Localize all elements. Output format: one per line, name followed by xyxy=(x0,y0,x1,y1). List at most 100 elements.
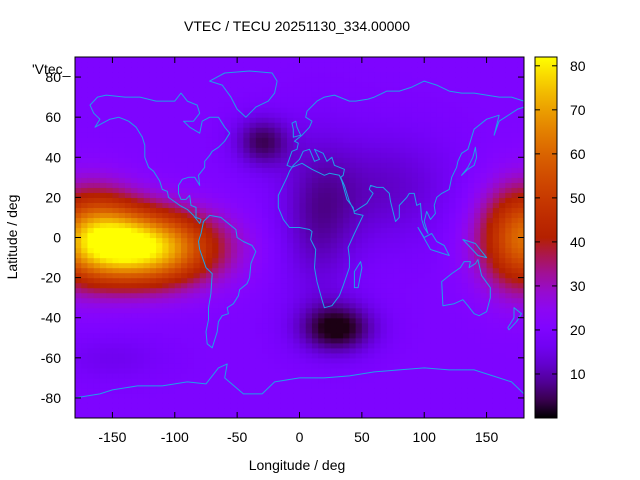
heatmap-cell xyxy=(455,177,463,183)
heatmap-cell xyxy=(480,82,488,88)
heatmap-cell xyxy=(405,222,413,229)
heatmap-cell xyxy=(455,127,463,133)
heatmap-cell xyxy=(311,117,319,123)
heatmap-cell xyxy=(156,137,163,143)
heatmap-cell xyxy=(81,212,89,219)
heatmap-cell xyxy=(199,317,207,324)
heatmap-cell xyxy=(349,302,357,309)
heatmap-cell xyxy=(374,407,382,414)
heatmap-cell xyxy=(499,92,506,98)
heatmap-cell xyxy=(305,167,313,173)
heatmap-cell xyxy=(280,152,288,158)
heatmap-cell xyxy=(193,342,201,349)
heatmap-cell xyxy=(492,342,500,349)
heatmap-cell xyxy=(474,292,481,299)
heatmap-cell xyxy=(75,157,82,163)
heatmap-cell xyxy=(480,242,488,249)
heatmap-cell xyxy=(417,317,425,324)
heatmap-cell xyxy=(181,267,188,274)
heatmap-cell xyxy=(99,387,107,394)
heatmap-cell xyxy=(262,252,269,259)
heatmap-cell xyxy=(156,97,163,103)
heatmap-cell xyxy=(386,357,394,364)
heatmap-cell xyxy=(399,162,407,168)
heatmap-cell xyxy=(187,127,195,133)
heatmap-cell xyxy=(237,202,244,209)
heatmap-cell xyxy=(118,312,126,319)
heatmap-cell xyxy=(162,102,170,108)
heatmap-cell xyxy=(492,312,500,319)
heatmap-cell xyxy=(205,322,213,329)
heatmap-cell xyxy=(492,112,500,118)
heatmap-cell xyxy=(187,352,195,359)
heatmap-cell xyxy=(75,372,82,379)
heatmap-cell xyxy=(81,152,89,158)
heatmap-cell xyxy=(305,282,313,289)
heatmap-cell xyxy=(343,257,350,264)
heatmap-cell xyxy=(449,262,457,269)
heatmap-cell xyxy=(411,132,419,138)
heatmap-cell xyxy=(230,147,238,153)
heatmap-cell xyxy=(218,232,226,239)
heatmap-cell xyxy=(255,372,263,379)
heatmap-cell xyxy=(417,337,425,344)
heatmap-cell xyxy=(143,127,151,133)
heatmap-cell xyxy=(461,197,469,203)
heatmap-cell xyxy=(93,377,101,384)
heatmap-cell xyxy=(492,332,500,339)
heatmap-cell xyxy=(255,332,263,339)
heatmap-cell xyxy=(137,117,145,123)
heatmap-cell xyxy=(112,272,120,279)
heatmap-cell xyxy=(405,187,413,193)
heatmap-cell xyxy=(143,172,151,178)
heatmap-cell xyxy=(449,167,457,173)
heatmap-cell xyxy=(193,297,201,304)
heatmap-cell xyxy=(318,382,326,389)
heatmap-cell xyxy=(243,327,251,334)
heatmap-cell xyxy=(411,142,419,148)
heatmap-cell xyxy=(424,407,432,414)
heatmap-cell xyxy=(205,382,213,389)
heatmap-cell xyxy=(386,87,394,93)
heatmap-cell xyxy=(174,117,182,123)
heatmap-cell xyxy=(280,297,288,304)
heatmap-cell xyxy=(193,302,201,309)
heatmap-cell xyxy=(499,167,506,173)
heatmap-cell xyxy=(181,307,188,314)
heatmap-cell xyxy=(361,57,369,63)
heatmap-cell xyxy=(193,287,201,294)
heatmap-cell xyxy=(124,97,132,103)
heatmap-cell xyxy=(430,377,438,384)
heatmap-cell xyxy=(380,217,388,224)
heatmap-cell xyxy=(181,397,188,404)
heatmap-cell xyxy=(262,357,269,364)
heatmap-cell xyxy=(393,372,400,379)
heatmap-cell xyxy=(318,377,326,384)
heatmap-cell xyxy=(149,332,157,339)
heatmap-cell xyxy=(268,162,276,168)
heatmap-cell xyxy=(417,57,425,63)
heatmap-cell xyxy=(349,217,357,224)
heatmap-cell xyxy=(299,177,307,183)
heatmap-cell xyxy=(118,137,126,143)
heatmap-cell xyxy=(424,262,432,269)
heatmap-cell xyxy=(137,372,145,379)
heatmap-cell xyxy=(255,262,263,269)
heatmap-cell xyxy=(311,222,319,229)
heatmap-cell xyxy=(143,222,151,229)
heatmap-cell xyxy=(274,387,282,394)
heatmap-cell xyxy=(268,327,276,334)
heatmap-cell xyxy=(205,147,213,153)
heatmap-cell xyxy=(112,367,120,374)
heatmap-cell xyxy=(249,217,257,224)
heatmap-cell xyxy=(87,282,95,289)
heatmap-cell xyxy=(330,147,338,153)
heatmap-cell xyxy=(156,87,163,93)
heatmap-cell xyxy=(486,412,494,418)
heatmap-cell xyxy=(380,142,388,148)
heatmap-cell xyxy=(193,332,201,339)
heatmap-cell xyxy=(193,92,201,98)
heatmap-cell xyxy=(262,397,269,404)
heatmap-cell xyxy=(405,147,413,153)
heatmap-cell xyxy=(330,132,338,138)
